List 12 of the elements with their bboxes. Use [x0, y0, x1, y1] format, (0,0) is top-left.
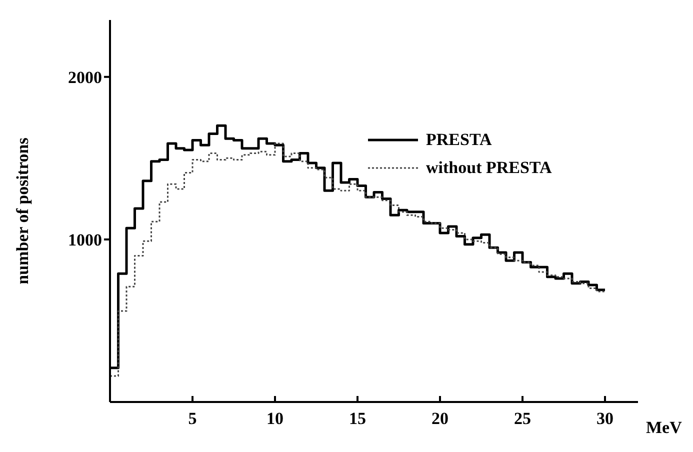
y-tick-label: 1000	[68, 230, 102, 250]
legend-label: PRESTA	[426, 129, 492, 151]
y-tick-label: 2000	[68, 68, 102, 87]
y-axis-title: number of positrons	[13, 137, 32, 284]
x-axis-title: MeV	[646, 418, 683, 438]
x-tick-label: 25	[514, 409, 531, 428]
x-tick-label: 5	[188, 409, 197, 428]
legend-label: without PRESTA	[426, 157, 552, 179]
x-tick-label: 10	[266, 409, 284, 428]
x-tick-label: 30	[596, 409, 614, 428]
x-tick-label: 15	[349, 409, 366, 428]
x-tick-label: 20	[432, 409, 448, 428]
